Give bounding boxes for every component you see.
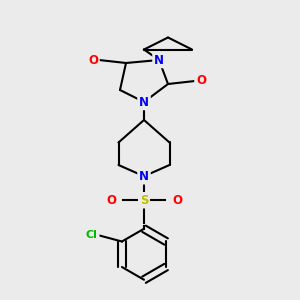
Text: Cl: Cl xyxy=(86,230,98,241)
Text: S: S xyxy=(140,194,148,207)
Text: O: O xyxy=(88,53,98,67)
Text: N: N xyxy=(139,95,149,109)
Text: N: N xyxy=(139,170,149,183)
Text: O: O xyxy=(106,194,116,207)
Text: N: N xyxy=(154,53,164,67)
Text: O: O xyxy=(172,194,182,207)
Text: O: O xyxy=(196,74,206,88)
